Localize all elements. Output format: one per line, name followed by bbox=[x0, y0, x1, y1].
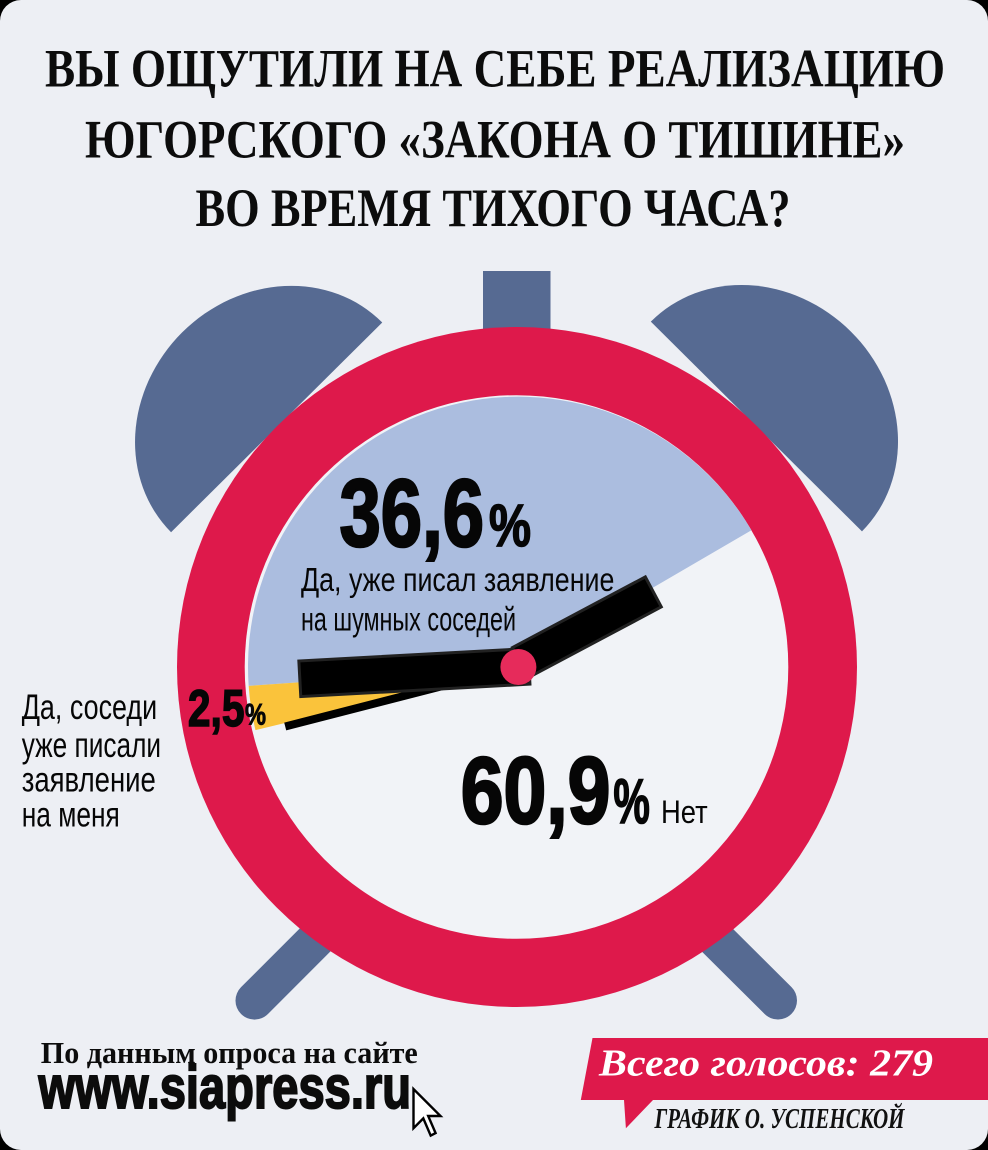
svg-text:Да, соседи: Да, соседи bbox=[22, 688, 158, 727]
svg-text:на меня: на меня bbox=[22, 795, 120, 834]
svg-text:ВЫ ОЩУТИЛИ НА СЕБЕ РЕАЛИЗАЦИЮ: ВЫ ОЩУТИЛИ НА СЕБЕ РЕАЛИЗАЦИЮ bbox=[45, 39, 945, 99]
svg-text:ЮГОРСКОГО «ЗАКОНА О ТИШИНЕ»: ЮГОРСКОГО «ЗАКОНА О ТИШИНЕ» bbox=[85, 110, 905, 170]
svg-text:заявление: заявление bbox=[22, 761, 156, 800]
svg-text:36,6: 36,6 bbox=[340, 460, 485, 567]
svg-text:www.siapress.ru: www.siapress.ru bbox=[38, 1054, 411, 1121]
svg-text:ГРАФИК О. УСПЕНСКОЙ: ГРАФИК О. УСПЕНСКОЙ bbox=[654, 1101, 906, 1135]
svg-text:%: % bbox=[613, 767, 650, 837]
svg-text:на шумных соседей: на шумных соседей bbox=[301, 601, 516, 638]
svg-text:2,5: 2,5 bbox=[188, 680, 245, 738]
svg-text:60,9: 60,9 bbox=[461, 738, 611, 844]
svg-text:уже писали: уже писали bbox=[22, 726, 161, 765]
svg-text:Да, уже писал заявление: Да, уже писал заявление bbox=[301, 561, 614, 598]
svg-text:По данным опроса на сайте: По данным опроса на сайте bbox=[41, 1035, 418, 1070]
svg-text:%: % bbox=[489, 493, 531, 559]
svg-text:Нет: Нет bbox=[661, 794, 708, 830]
svg-text:Всего голосов: 279: Всего голосов: 279 bbox=[598, 1043, 933, 1085]
svg-text:%: % bbox=[245, 699, 266, 732]
svg-text:ВО ВРЕМЯ ТИХОГО ЧАСА?: ВО ВРЕМЯ ТИХОГО ЧАСА? bbox=[196, 178, 791, 238]
